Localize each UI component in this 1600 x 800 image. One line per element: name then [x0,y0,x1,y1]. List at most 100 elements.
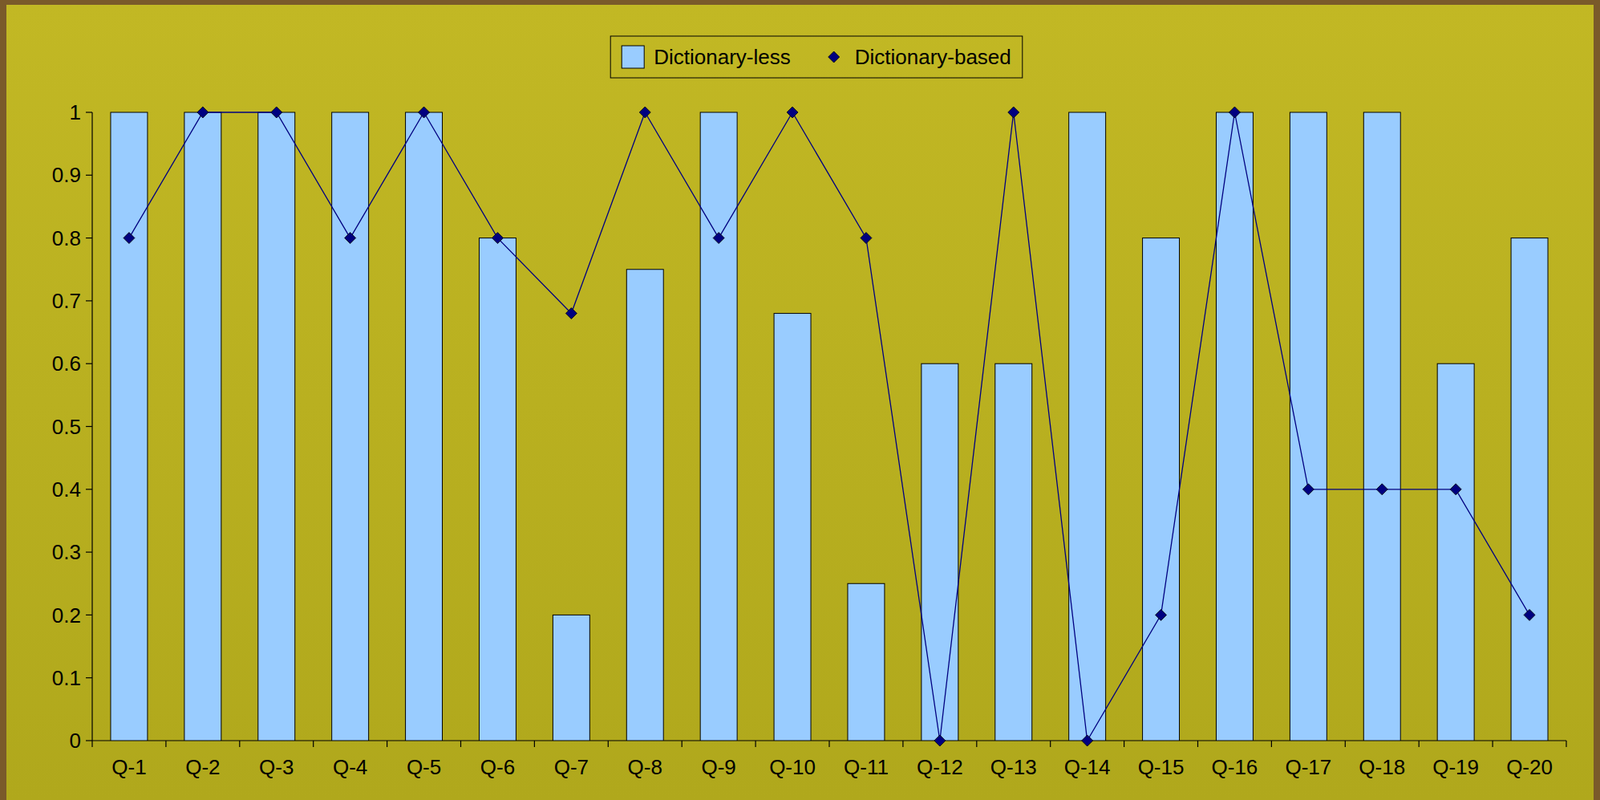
x-tick [1565,740,1567,747]
bar [1069,112,1106,741]
y-tick [85,174,93,176]
chart: 00.10.20.30.40.50.60.70.80.91Q-1Q-2Q-3Q-… [0,0,1600,800]
line [129,112,1530,741]
legend-swatch [621,45,645,69]
x-tick [238,740,240,747]
bar [1215,112,1253,741]
bar [258,112,296,741]
bars [110,112,1548,741]
bar [405,112,443,741]
marker [860,232,872,244]
x-tick [1344,740,1346,747]
y-tick [85,676,93,678]
x-tick-label: Q-19 [1432,754,1479,779]
bar [626,269,664,741]
x-tick-label: Q-10 [769,754,816,779]
marker [1008,106,1020,118]
marker [1302,483,1314,495]
y-tick-label: 0.3 [52,539,82,564]
y-tick-label: 1 [69,100,82,125]
marker [1523,608,1536,620]
bar [478,238,516,741]
x-tick [534,740,535,747]
marker [344,232,357,244]
legend-label: Dictionary-less [653,44,791,69]
y-tick-label: 0.9 [52,162,82,187]
bar [995,363,1033,741]
x-tick-label: Q-12 [916,754,964,779]
y-tick [85,550,93,552]
marker [1155,608,1167,620]
y-tick-label: 0 [69,728,82,753]
marker [271,106,283,118]
x-tick-label: Q-9 [700,754,736,779]
x-tick [607,740,609,747]
x-tick [386,740,388,747]
legend-box [610,36,1023,78]
y-tick [85,739,93,741]
bar [1289,112,1327,741]
y-tick-label: 0.4 [52,477,82,502]
x-tick [460,740,462,747]
y-tick-label: 0.7 [52,288,82,313]
marker [934,734,946,746]
marker [565,307,577,320]
marker [123,232,135,244]
x-tick-label: Q-4 [332,754,368,779]
x-tick [165,740,167,747]
bar [921,363,959,741]
x-tick-label: Q-11 [843,754,889,779]
y-tick [85,111,93,113]
x-tick [1049,740,1051,747]
x-tick [681,740,683,747]
x-tick [91,740,93,747]
x-tick-label: Q-1 [111,754,146,779]
x-tick [976,740,977,747]
x-tick [1271,740,1272,747]
x-tick [1418,740,1420,747]
y-tick [85,425,93,427]
marker [418,106,430,118]
x-tick-label: Q-18 [1358,754,1406,779]
bar [1142,238,1180,741]
bar [700,112,738,741]
legend-label: Dictionary-based [854,44,1012,69]
x-tick-label: Q-15 [1138,754,1185,779]
bar [1363,112,1401,741]
marker [786,106,798,118]
legend-swatch [828,51,840,63]
x-tick-label: Q-16 [1211,754,1259,779]
bar [184,112,222,741]
legend: Dictionary-less Dictionary-based [610,36,1023,78]
marker [1228,106,1240,118]
x-tick-label: Q-2 [185,754,220,779]
y-tick [85,299,93,301]
bar [332,112,369,741]
bar [773,313,811,741]
legend-item: Dictionary-based [828,44,1012,69]
x-tick [754,740,756,747]
y-axis [91,112,93,741]
x-tick-label: Q-14 [1064,754,1111,779]
background [6,4,1594,800]
marker [1081,734,1094,746]
x-tick [1197,740,1199,747]
x-tick [1123,740,1125,747]
y-tick [85,363,93,365]
x-tick [828,740,830,747]
x-tick-label: Q-3 [259,754,294,779]
x-tick [312,740,314,747]
y-tick [85,614,93,616]
marker [491,232,503,244]
x-tick-label: Q-20 [1506,754,1553,779]
x-tick-label: Q-6 [480,754,515,779]
x-tick-label: Q-5 [406,754,442,779]
x-tick [902,740,904,747]
y-tick-label: 0.5 [52,414,82,439]
x-tick-label: Q-17 [1284,754,1332,779]
x-tick-label: Q-7 [554,754,589,779]
bar [1510,238,1548,741]
x-tick-label: Q-8 [627,754,663,779]
y-tick-label: 0.6 [52,351,82,376]
marker [1450,483,1462,495]
